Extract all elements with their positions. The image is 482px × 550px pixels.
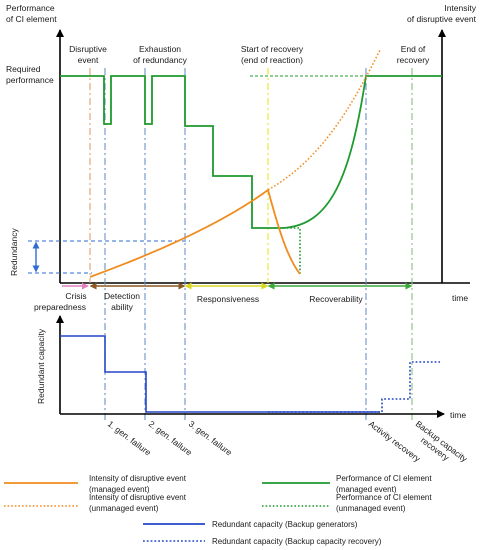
legend-intensity-unmanaged-1: Intensity of disruptive event <box>89 493 187 502</box>
tick-backup-recovery: Backup capacity recovery <box>414 419 470 465</box>
legend-redundant-recovery: Redundant capacity (Backup capacity reco… <box>212 537 382 546</box>
redundant-capacity-generators <box>60 335 380 413</box>
top-y2-axis-title-2: of disruptive event <box>407 14 477 24</box>
tick-gen1: 1. gen. failure <box>106 419 153 458</box>
legend-intensity-unmanaged-2: (unmanaged event) <box>89 504 159 513</box>
redundancy-indicator: Redundancy <box>9 228 190 276</box>
redundant-capacity-recovery <box>268 361 440 413</box>
bottom-axes <box>56 315 445 418</box>
top-x-axis-label: time <box>452 293 468 303</box>
recovery-end-label-1: End of <box>401 44 426 54</box>
phase-crisis-label-1: Crisis <box>65 291 86 301</box>
top-y-axis-title-2: of CI element <box>6 14 57 24</box>
exhaustion-label-2: of redundancy <box>133 55 188 65</box>
top-axes <box>56 29 470 284</box>
disruptive-event-label-1: Disruptive <box>69 44 107 54</box>
legend-performance-managed-2: (managed event) <box>336 485 397 494</box>
phase-detection-label-1: Detection <box>104 291 140 301</box>
legend-performance-unmanaged-2: (unmanaged event) <box>336 504 406 513</box>
legend-performance-unmanaged-1: Performance of CI element <box>336 493 432 502</box>
recovery-start-label-1: Start of recovery <box>241 44 304 54</box>
legend: Intensity of disruptive event (managed e… <box>4 474 432 546</box>
disruptive-event-label-2: event <box>78 55 99 65</box>
bottom-x-axis-label: time <box>450 410 466 420</box>
legend-redundant-generators: Redundant capacity (Backup generators) <box>212 520 358 529</box>
performance-unmanaged-curve <box>283 227 301 274</box>
required-performance-label-2: performance <box>6 75 54 85</box>
phase-responsiveness-label: Responsiveness <box>197 294 259 304</box>
intensity-unmanaged-curve <box>267 49 381 191</box>
intensity-managed-curve <box>89 188 301 278</box>
legend-intensity-managed-1: Intensity of disruptive event <box>89 474 187 483</box>
phase-detection-label-2: ability <box>111 302 133 312</box>
legend-intensity-managed-2: (managed event) <box>89 485 150 494</box>
tick-gen2: 2. gen. failure <box>147 419 194 458</box>
exhaustion-label-1: Exhaustion <box>139 44 181 54</box>
phase-recoverability-label: Recoverability <box>309 294 363 304</box>
bottom-y-axis-title: Redundant capacity <box>36 328 46 404</box>
phase-crisis-label-2: preparedness <box>34 302 86 312</box>
recovery-start-label-2: (end of reaction) <box>241 55 303 65</box>
legend-performance-managed-1: Performance of CI element <box>336 474 432 483</box>
performance-managed-curve <box>60 75 442 229</box>
redundancy-label: Redundancy <box>9 228 19 276</box>
tick-gen3: 3. gen. failure <box>187 419 234 458</box>
top-y2-axis-title-1: Intensity <box>444 3 476 13</box>
recovery-end-label-2: recovery <box>397 55 430 65</box>
top-y-axis-title-1: Performance <box>6 3 55 13</box>
event-markers <box>89 68 413 420</box>
required-performance-label-1: Required <box>6 64 41 74</box>
